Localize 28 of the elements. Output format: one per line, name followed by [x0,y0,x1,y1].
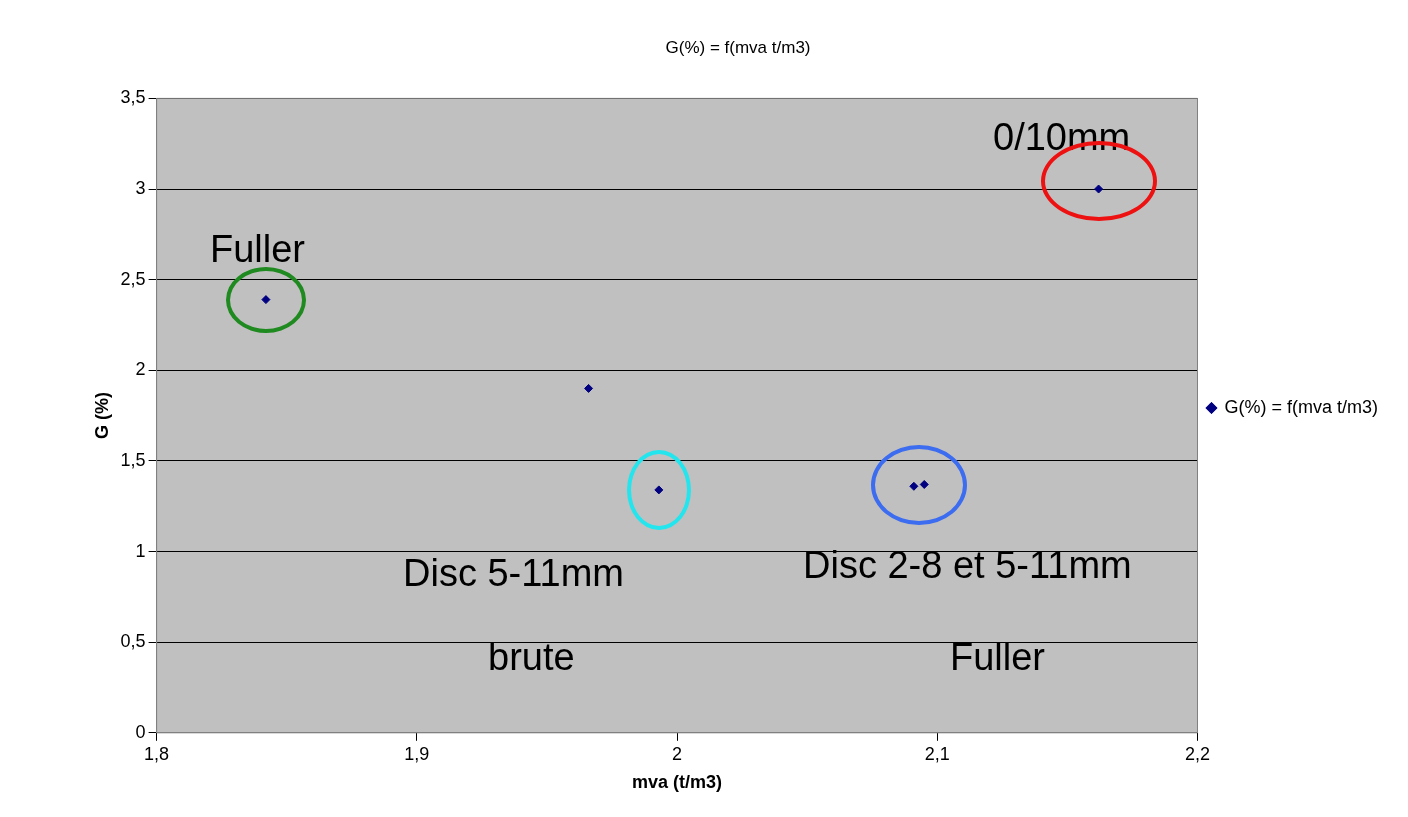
annotation: brute [488,636,575,678]
point [584,383,594,393]
y-tick-label: 3 [135,178,146,198]
point [261,295,271,305]
legend-label: G(%) = f(mva t/m3) [1224,396,1379,417]
point [654,485,664,495]
y-tick-label: 2,5 [120,268,146,289]
y-tick-label: 1 [135,540,146,561]
x-tick-label: 1,8 [144,743,170,764]
y-tick-label: 0,5 [120,631,146,652]
x-tick-label: 2,1 [924,743,950,764]
point [919,479,929,489]
annotation: Fuller [210,228,306,270]
y-tick-label: 2 [135,359,146,380]
y-tick-label: 1,5 [120,449,146,470]
x-tick-label: 2,2 [1184,743,1211,764]
y-tick-label: 3,5 [120,87,146,108]
y-axis-title: G (%) [91,392,112,440]
x-axis-title: mva (t/m3) [632,772,723,793]
y-tick-label: 0 [135,721,146,742]
annotation: Disc 5-11mm [403,552,624,594]
annotation: Fuller [950,636,1046,678]
x-tick-label: 2 [672,743,683,764]
x-tick-label: 1,9 [404,743,430,764]
chart-title: G(%) = f(mva t/m3) [665,37,811,57]
point [1094,184,1104,194]
annotation: Disc 2-8 et 5-11mm [803,544,1132,586]
point [909,481,919,491]
